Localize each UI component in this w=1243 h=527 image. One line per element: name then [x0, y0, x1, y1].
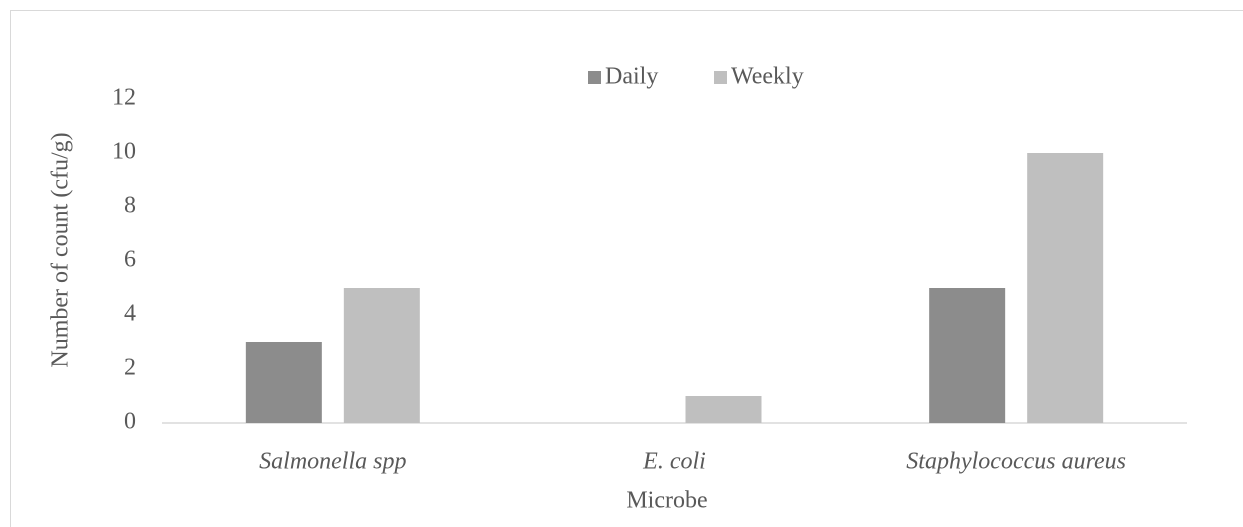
y-axis-title: Number of count (cfu/g) — [48, 132, 74, 367]
bar — [929, 288, 1006, 423]
bar — [343, 288, 420, 423]
x-tick-label: Staphylococcus aureus — [906, 449, 1126, 475]
y-tick-label: 0 — [124, 409, 136, 435]
y-tick-label: 2 — [124, 355, 136, 381]
y-tick-label: 10 — [112, 139, 136, 165]
legend-swatch — [588, 71, 601, 84]
x-axis-title: Microbe — [626, 488, 707, 514]
bar — [685, 396, 762, 423]
y-tick-label: 8 — [124, 193, 136, 219]
legend-label: Daily — [605, 64, 658, 90]
chart-frame — [10, 10, 1243, 527]
y-tick-label: 6 — [124, 247, 136, 273]
x-tick-label: E. coli — [642, 449, 706, 475]
bar — [1027, 153, 1104, 423]
legend-label: Weekly — [731, 64, 804, 90]
y-tick-label: 4 — [124, 301, 136, 327]
bar — [245, 342, 322, 423]
legend-swatch — [714, 71, 727, 84]
x-tick-label: Salmonella spp — [259, 449, 406, 475]
y-tick-label: 12 — [112, 85, 136, 111]
